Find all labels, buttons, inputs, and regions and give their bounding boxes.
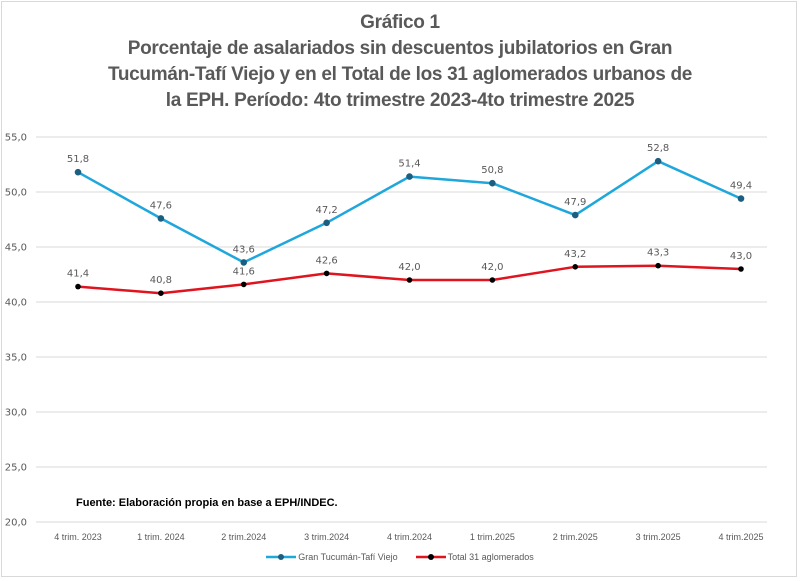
data-point [489,179,496,187]
gridlines [36,136,767,523]
legend-label-gran-tucuman: Gran Tucumán-Tafí Viejo [298,552,398,562]
title-line-4: la EPH. Período: 4to trimestre 2023-4to … [165,90,635,111]
data-point [406,277,413,283]
data-point [571,211,579,219]
y-axis-ticks: 20,0 25,0 30,0 35,0 40,0 45,0 50,0 55,0 [5,133,27,529]
y-tick-label: 45,0 [5,243,27,254]
legend: Gran Tucumán-Tafí Viejo Total 31 aglomer… [0,552,800,562]
x-tick-label: 3 trim.2025 [636,532,681,542]
x-tick-label: 3 trim.2024 [304,532,349,542]
data-label: 41,4 [67,269,89,280]
data-label: 43,6 [233,244,255,255]
data-label: 51,4 [398,159,420,170]
y-tick-label: 55,0 [5,133,27,144]
data-label: 51,8 [67,154,89,165]
data-label: 40,8 [150,275,172,286]
x-tick-label: 4 trim.2024 [387,532,432,542]
data-point [158,290,164,297]
data-point [654,157,662,165]
data-point [240,259,248,266]
data-label: 42,0 [481,262,503,273]
x-tick-label: 4 trim.2025 [718,532,763,542]
y-tick-label: 30,0 [5,408,27,419]
data-point [323,219,330,227]
data-label: 42,6 [315,255,337,266]
legend-label-total-31: Total 31 aglomerados [447,552,534,562]
data-label: 49,4 [730,181,752,192]
y-tick-label: 25,0 [5,463,27,474]
data-label: 43,2 [564,249,586,260]
x-tick-label: 1 trim. 2024 [137,532,185,542]
data-label: 50,8 [481,165,503,176]
data-point [74,168,82,176]
data-label: 43,3 [647,248,669,259]
title-line-2: Porcentaje de asalariados sin descuentos… [127,38,673,59]
data-label: 43,0 [730,251,752,262]
series-group [74,157,745,297]
data-label: 47,2 [315,205,337,216]
x-tick-label: 2 trim.2024 [221,532,266,542]
legend-marker-total-31 [415,554,446,560]
source-note: Fuente: Elaboración propia en base a EPH… [76,497,338,509]
x-axis-ticks: 4 trim. 2023 1 trim. 2024 2 trim.2024 3 tri… [54,532,763,542]
title-line-3: Tucumán-Tafí Viejo y en el Total de los … [107,64,693,85]
data-label: 47,9 [564,197,586,208]
legend-item-gran-tucuman[interactable]: Gran Tucumán-Tafí Viejo [266,552,398,562]
data-label: 41,6 [233,266,255,277]
chart-title: Gráfico 1 Porcentaje de asalariados sin … [0,10,800,114]
data-labels: 51,8 47,6 43,6 47,2 51,4 50,8 47,9 52,8 49,4 41,4… [67,143,752,286]
data-point [240,281,247,288]
y-tick-label: 50,0 [5,188,27,199]
legend-item-total-31[interactable]: Total 31 aglomerados [415,552,534,562]
title-line-1: Gráfico 1 [360,12,440,33]
data-point [157,215,165,222]
y-tick-label: 20,0 [5,518,27,529]
data-label: 52,8 [647,143,669,154]
data-point [737,195,745,202]
x-tick-label: 4 trim. 2023 [54,532,102,542]
y-tick-label: 35,0 [5,353,27,364]
data-point [489,277,496,283]
data-label: 42,0 [398,262,420,273]
legend-marker-gran-tucuman [266,554,297,560]
y-tick-label: 40,0 [5,298,27,309]
data-point [75,283,81,290]
data-point [323,270,330,277]
x-tick-label: 1 trim.2025 [470,532,515,542]
data-point [572,264,579,270]
data-label: 47,6 [150,200,172,211]
x-tick-label: 2 trim.2025 [553,532,598,542]
data-point [406,173,413,180]
data-point [738,266,744,272]
data-point [655,262,661,269]
